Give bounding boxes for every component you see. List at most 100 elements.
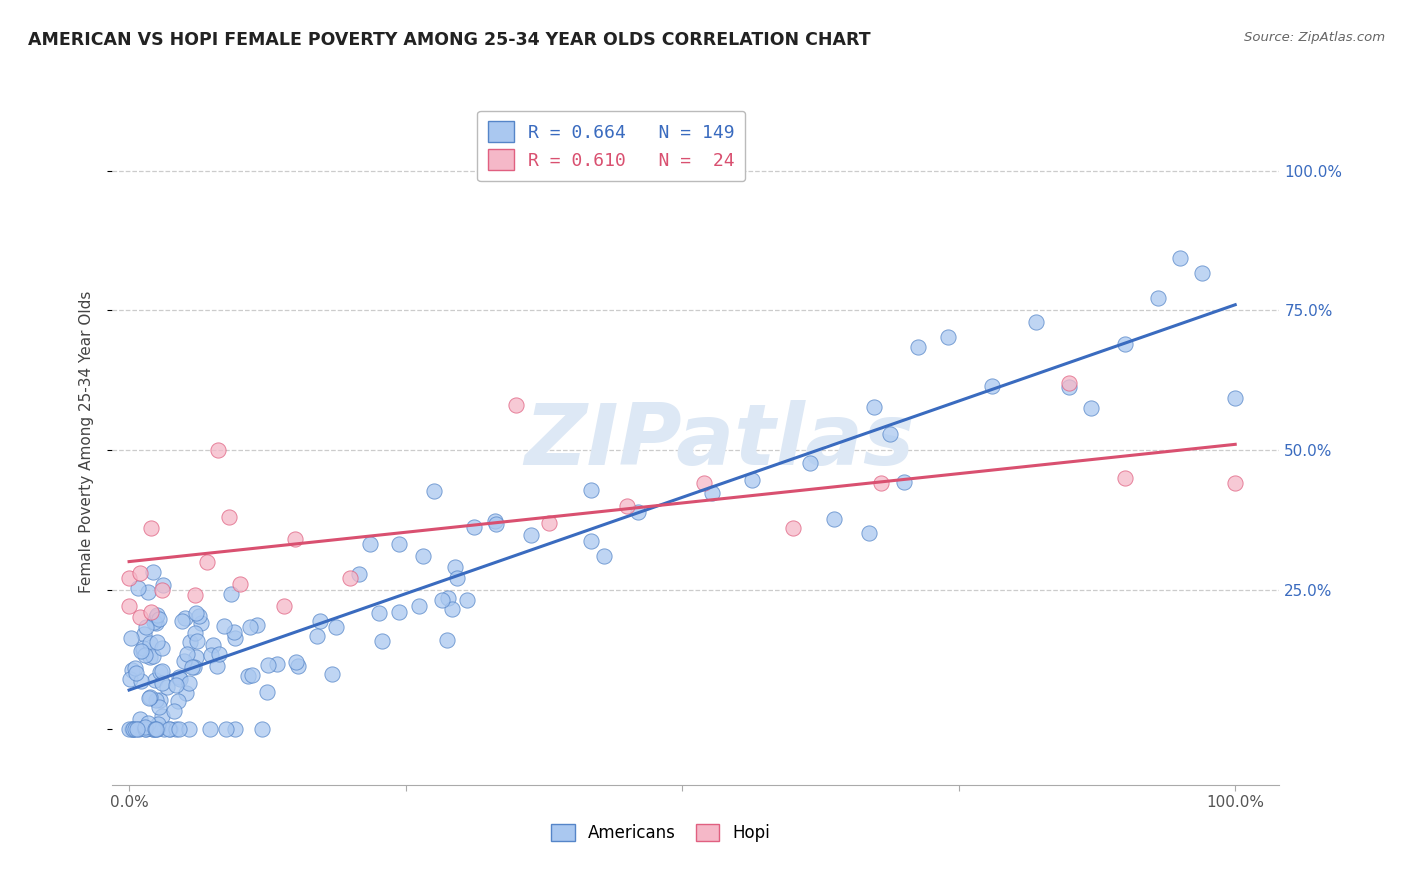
Point — [145, 615, 167, 630]
Point — [121, 663, 143, 677]
Point — [132, 641, 155, 656]
Point — [538, 516, 561, 530]
Point — [456, 593, 478, 607]
Point — [129, 643, 152, 657]
Point — [195, 555, 218, 569]
Point — [146, 608, 169, 623]
Point — [127, 582, 149, 596]
Point — [1225, 392, 1247, 406]
Point — [823, 511, 845, 525]
Point — [1114, 337, 1136, 351]
Point — [444, 560, 467, 574]
Point — [616, 499, 638, 513]
Point — [441, 602, 464, 616]
Point — [858, 526, 880, 541]
Point — [150, 709, 173, 723]
Point — [184, 606, 207, 620]
Point — [150, 664, 173, 678]
Point — [239, 620, 262, 634]
Point — [145, 722, 167, 736]
Point — [693, 476, 716, 491]
Point — [121, 722, 143, 736]
Point — [224, 722, 246, 736]
Point — [125, 722, 148, 736]
Point — [236, 669, 259, 683]
Point — [179, 635, 201, 649]
Point — [153, 722, 176, 736]
Point — [138, 690, 160, 705]
Point — [782, 521, 804, 535]
Point — [177, 722, 200, 736]
Point — [134, 720, 156, 734]
Point — [167, 694, 190, 708]
Point — [129, 566, 152, 580]
Point — [1059, 380, 1081, 394]
Point — [186, 634, 208, 648]
Point — [579, 534, 602, 549]
Point — [128, 712, 150, 726]
Point — [162, 705, 184, 719]
Point — [181, 660, 204, 674]
Point — [132, 626, 155, 640]
Point — [150, 582, 173, 597]
Point — [145, 634, 167, 648]
Point — [423, 484, 446, 499]
Point — [169, 673, 191, 687]
Point — [190, 616, 212, 631]
Point — [256, 685, 278, 699]
Point — [188, 608, 211, 623]
Y-axis label: Female Poverty Among 25-34 Year Olds: Female Poverty Among 25-34 Year Olds — [79, 291, 94, 592]
Point — [142, 566, 165, 580]
Legend: Americans, Hopi: Americans, Hopi — [544, 817, 778, 849]
Point — [142, 615, 165, 630]
Point — [135, 619, 157, 633]
Point — [184, 626, 207, 640]
Point — [183, 659, 205, 673]
Point — [139, 649, 162, 664]
Point — [1114, 471, 1136, 485]
Point — [273, 599, 295, 614]
Point — [214, 722, 236, 736]
Point — [145, 609, 167, 624]
Point — [173, 654, 195, 668]
Point — [862, 401, 884, 415]
Point — [138, 585, 160, 599]
Point — [1146, 291, 1168, 305]
Point — [1059, 376, 1081, 390]
Point — [700, 486, 723, 500]
Point — [741, 473, 763, 487]
Point — [174, 686, 197, 700]
Point — [1025, 315, 1047, 329]
Point — [184, 650, 207, 665]
Point — [136, 716, 159, 731]
Point — [246, 618, 269, 632]
Point — [145, 722, 167, 736]
Point — [980, 379, 1002, 393]
Point — [152, 578, 174, 592]
Point — [408, 599, 430, 613]
Text: Source: ZipAtlas.com: Source: ZipAtlas.com — [1244, 31, 1385, 45]
Point — [446, 571, 468, 585]
Point — [129, 610, 152, 624]
Point — [121, 722, 143, 736]
Point — [141, 605, 163, 619]
Point — [388, 605, 411, 619]
Point — [141, 521, 163, 535]
Point — [266, 657, 288, 671]
Point — [240, 667, 263, 681]
Point — [128, 722, 150, 736]
Point — [129, 674, 152, 689]
Point — [430, 592, 453, 607]
Point — [1191, 266, 1213, 280]
Point — [257, 658, 280, 673]
Point — [436, 591, 458, 606]
Point — [307, 630, 329, 644]
Point — [142, 722, 165, 736]
Point — [485, 516, 508, 531]
Point — [146, 716, 169, 731]
Point — [893, 475, 915, 490]
Point — [207, 659, 229, 673]
Point — [170, 614, 193, 628]
Point — [412, 549, 434, 564]
Point — [1080, 401, 1102, 415]
